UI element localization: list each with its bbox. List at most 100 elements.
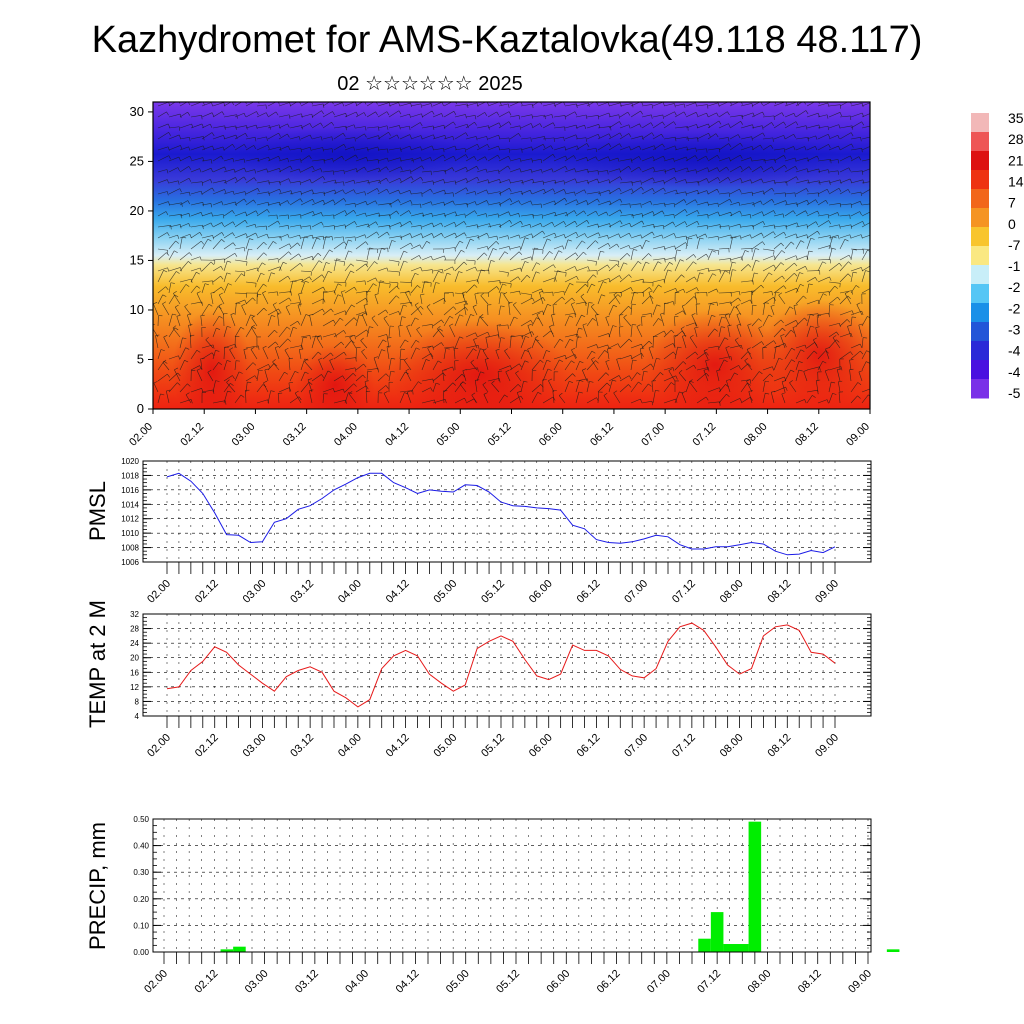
wind-barb-flag: [653, 224, 655, 229]
wind-barb: [553, 270, 558, 283]
wind-barb: [485, 337, 489, 349]
x-tick-label: 02.00: [145, 732, 173, 760]
wind-barb: [465, 176, 478, 184]
colorbar-label: -5: [1008, 385, 1021, 401]
wind-barb: [432, 169, 446, 173]
wind-barb-flag: [168, 155, 171, 160]
wind-barb-flag: [608, 133, 612, 138]
wind-barb-flag: [873, 136, 874, 140]
wind-barb: [641, 363, 652, 371]
wind-barb-flag: [772, 366, 775, 371]
wind-barb-flag: [782, 327, 786, 332]
wind-barb: [465, 284, 475, 294]
wind-barb: [663, 111, 675, 118]
wind-barb: [630, 372, 638, 382]
wind-barb-flag: [305, 314, 310, 317]
wind-barb: [498, 179, 510, 184]
wind-barb: [443, 180, 456, 184]
wind-barb: [388, 199, 399, 206]
wind-barb-flag: [178, 156, 181, 161]
wind-barb: [201, 280, 213, 283]
wind-barb-flag: [266, 112, 269, 117]
wind-barb: [168, 214, 182, 217]
wind-barb: [707, 401, 720, 404]
wind-barb: [179, 111, 188, 118]
wind-barb: [618, 326, 621, 338]
wind-barb-flag: [498, 135, 501, 139]
wind-barb: [366, 102, 375, 107]
wind-barb-flag: [794, 157, 797, 162]
wind-barb-flag: [595, 313, 600, 316]
wind-barb-flag: [664, 258, 666, 263]
wind-barb-flag: [396, 134, 400, 139]
wind-barb: [234, 167, 245, 173]
wind-barb-flag: [618, 375, 622, 380]
x-tick-label: 05.00: [444, 968, 472, 996]
wind-barb-flag: [495, 241, 500, 245]
wind-barb: [322, 333, 336, 338]
wind-barb: [674, 391, 680, 404]
wind-barb: [762, 115, 775, 118]
wind-barb: [157, 393, 161, 404]
wind-barb: [300, 381, 310, 393]
wind-barb-flag: [873, 125, 874, 129]
wind-barb-flag: [806, 234, 809, 239]
x-tick-label: 05.12: [494, 968, 522, 996]
wind-barb: [815, 380, 819, 393]
wind-barb: [784, 146, 794, 151]
wind-barb: [333, 294, 339, 305]
wind-barb: [300, 123, 310, 129]
wind-barb: [267, 390, 272, 404]
wind-barb: [449, 325, 456, 338]
colorbar-label: -2: [1008, 300, 1021, 316]
wind-barb-flag: [220, 266, 224, 270]
wind-barb: [322, 111, 333, 118]
wind-barb: [795, 369, 800, 382]
wind-barb-flag: [199, 168, 202, 173]
wind-barb-flag: [507, 165, 511, 170]
wind-barb-flag: [430, 157, 433, 162]
wind-barb-flag: [199, 256, 202, 261]
wind-barb-flag: [518, 115, 521, 120]
wind-barb-flag: [463, 303, 468, 305]
wind-barb: [552, 304, 555, 316]
wind-barb-flag: [279, 181, 281, 186]
wind-barb-flag: [377, 159, 379, 164]
wind-barb-flag: [420, 103, 423, 108]
wind-barb: [619, 213, 633, 217]
wind-barb-flag: [623, 314, 627, 318]
wind-barb-flag: [218, 362, 222, 366]
wind-barb: [498, 281, 512, 284]
wind-barb: [157, 191, 168, 195]
wind-barb: [817, 293, 824, 305]
wind-barb-flag: [826, 189, 830, 193]
wind-barb-flag: [765, 392, 770, 395]
wind-barb: [442, 370, 445, 382]
wind-barb-flag: [431, 233, 434, 238]
wind-barb: [212, 155, 222, 162]
wind-barb: [707, 133, 717, 140]
wind-barb-flag: [807, 157, 809, 162]
wind-barb: [674, 191, 686, 195]
wind-barb: [463, 304, 467, 316]
x-tick-label: 02.12: [193, 732, 221, 760]
wind-barb-flag: [391, 358, 396, 360]
wind-barb-flag: [391, 240, 396, 242]
wind-barb: [751, 111, 763, 118]
wind-barb-flag: [681, 391, 686, 394]
wind-barb: [344, 168, 357, 173]
wind-barb-flag: [817, 210, 820, 215]
wind-barb: [399, 210, 409, 217]
wind-barb-flag: [454, 247, 456, 252]
wind-barb-flag: [475, 136, 478, 141]
precip-panel: PRECIP, mm 0.000.100.200.300.400.5002.00…: [85, 815, 900, 996]
wind-barb: [597, 143, 609, 151]
wind-barb-flag: [343, 352, 347, 356]
wind-barb: [861, 234, 870, 239]
wind-barb: [861, 316, 868, 327]
wind-barb: [815, 327, 819, 338]
wind-barb-flag: [532, 297, 535, 302]
wind-barb-flag: [375, 111, 378, 116]
wind-barb-flag: [401, 316, 406, 318]
wind-barb: [333, 351, 345, 360]
